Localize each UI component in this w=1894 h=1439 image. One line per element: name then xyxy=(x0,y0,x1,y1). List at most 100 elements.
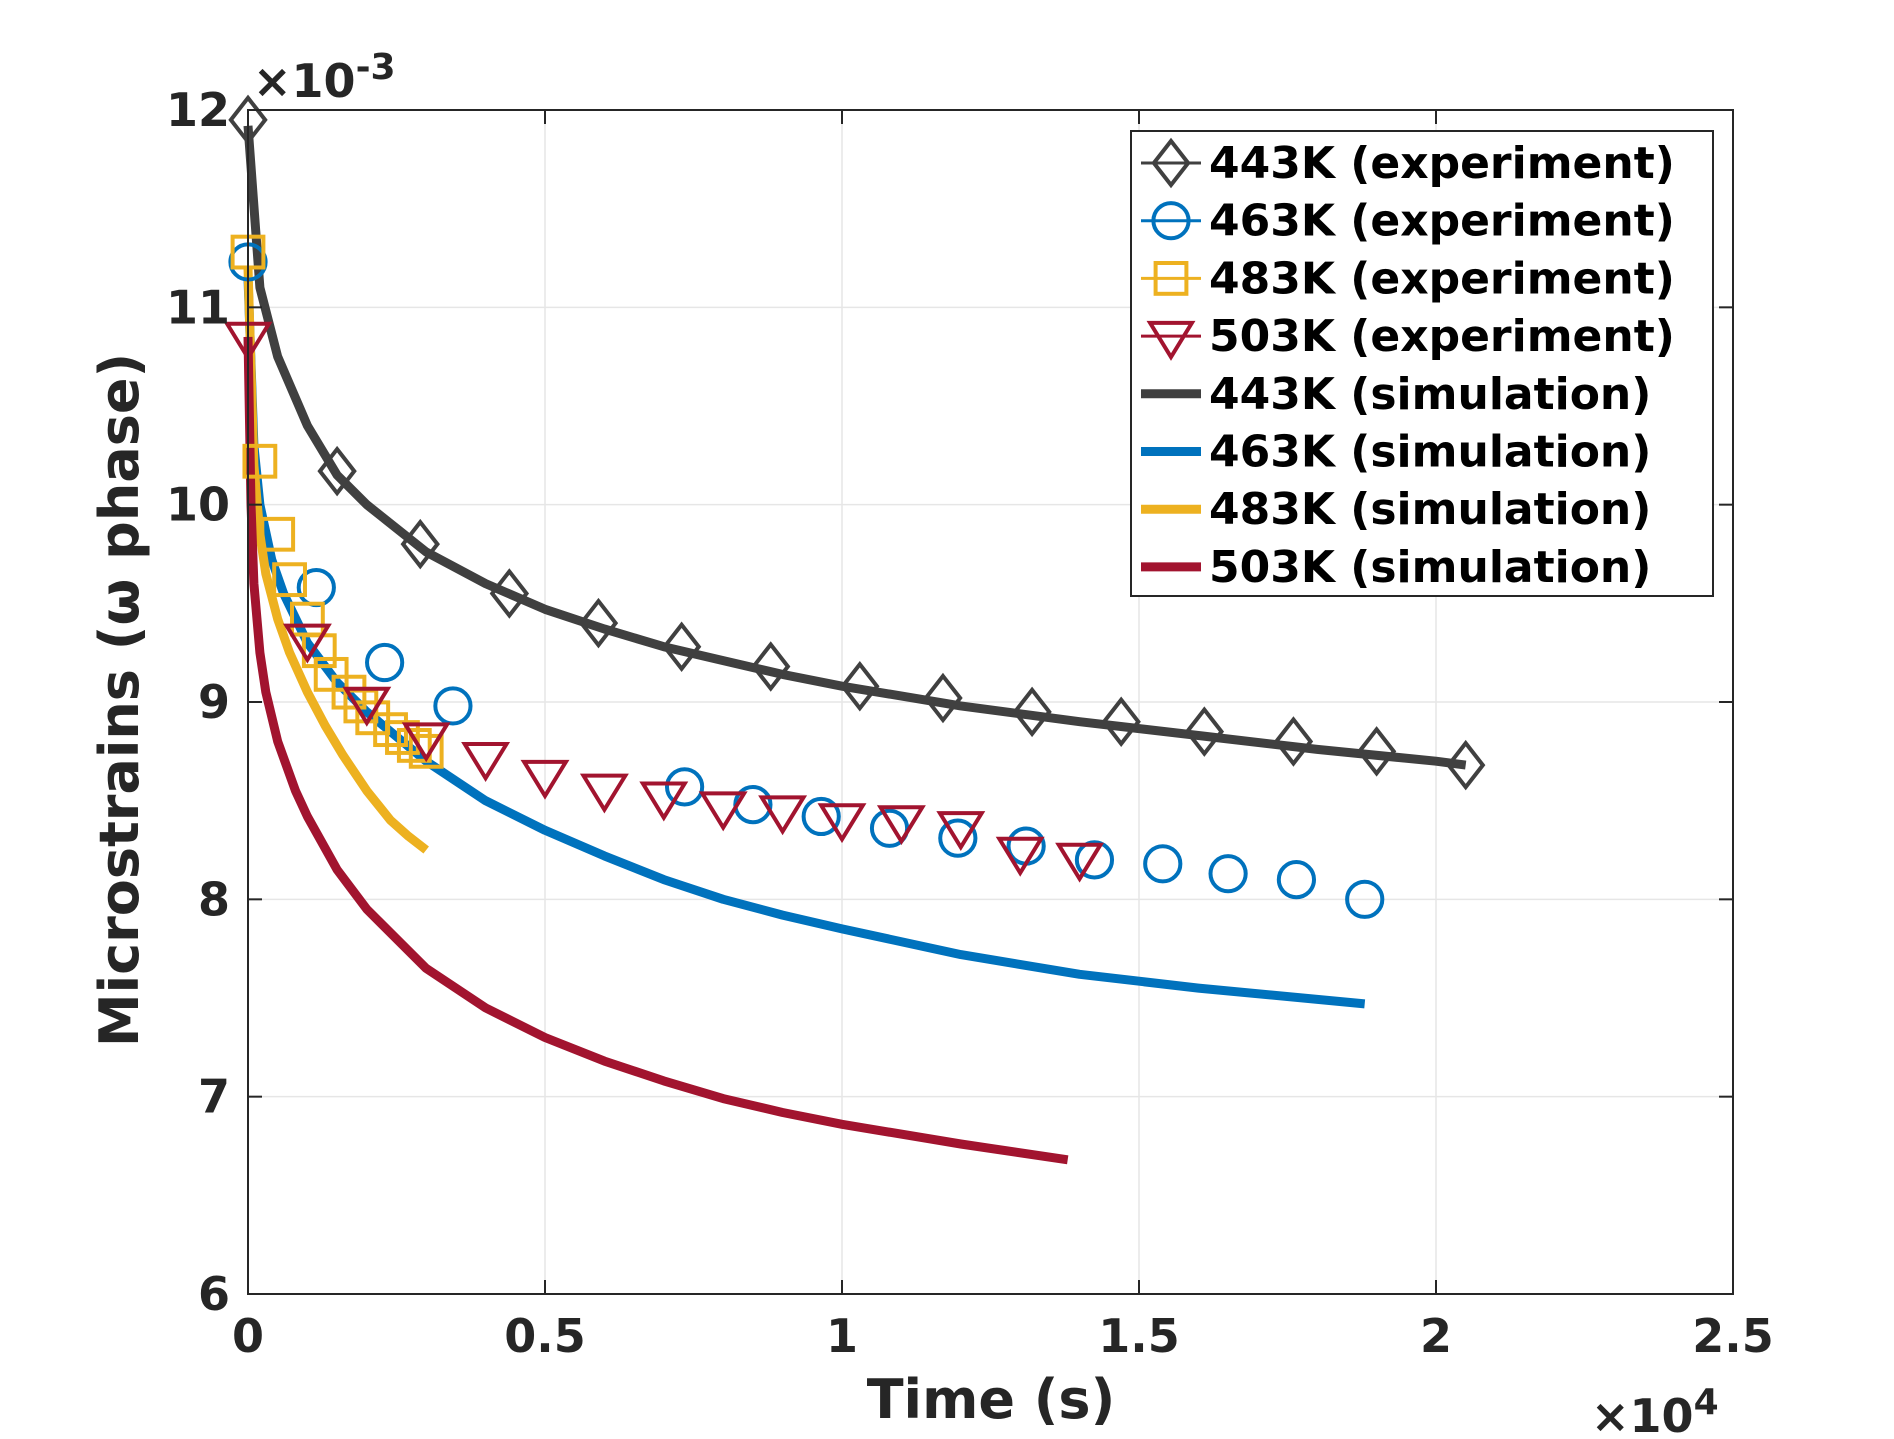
data-point xyxy=(408,733,444,769)
data-point xyxy=(923,672,963,724)
data-point xyxy=(751,641,791,692)
data-point xyxy=(1074,840,1115,880)
legend-swatch-marker xyxy=(1151,201,1191,241)
data-point xyxy=(1101,696,1141,747)
data-point xyxy=(342,686,392,727)
data-point xyxy=(639,781,689,822)
series-443k-experiment- xyxy=(228,94,1486,791)
data-point xyxy=(1055,842,1105,883)
data-point xyxy=(365,642,405,683)
data-point xyxy=(801,796,841,837)
x-tick-label: 0.5 xyxy=(504,1309,586,1363)
data-point xyxy=(579,773,629,814)
x-axis-title: Time (s) xyxy=(867,1368,1116,1431)
data-point xyxy=(1208,854,1248,894)
legend-entry: 503K (simulation) xyxy=(1141,542,1651,593)
y-axis-title: Microstrains (ω phase) xyxy=(88,353,151,1047)
x-exponent-power: 4 xyxy=(1694,1382,1719,1423)
svg-text:×104: ×104 xyxy=(1591,1382,1719,1439)
svg-text:×10-3: ×10-3 xyxy=(253,47,396,108)
legend: 443K (experiment) 463K (experiment) 483K (… xyxy=(1130,130,1714,597)
legend-entry: 463K (simulation) xyxy=(1141,427,1651,478)
data-point xyxy=(282,623,332,664)
legend-swatch-marker xyxy=(1151,137,1191,189)
legend-entry: 483K (simulation) xyxy=(1141,484,1651,535)
data-point xyxy=(1356,726,1397,777)
x-tick-label: 1.5 xyxy=(1098,1309,1180,1363)
data-point xyxy=(1184,706,1225,757)
x-tick-label: 1 xyxy=(826,1309,858,1363)
data-point xyxy=(938,818,978,858)
data-point xyxy=(758,795,808,836)
series-483k-simulation- xyxy=(243,267,429,854)
y-tick-label: 9 xyxy=(198,675,230,729)
legend-entry: 483K (experiment) xyxy=(1141,253,1675,304)
data-point xyxy=(433,686,473,726)
x-tick-label: 2.5 xyxy=(1692,1309,1774,1363)
legend-label: 483K (simulation) xyxy=(1209,484,1651,535)
data-point xyxy=(995,836,1045,877)
data-point xyxy=(461,742,511,782)
y-tick-label: 10 xyxy=(166,478,230,532)
legend-label: 503K (simulation) xyxy=(1209,542,1651,593)
data-point xyxy=(1143,844,1183,884)
data-point xyxy=(317,445,357,497)
legend-box xyxy=(1130,130,1714,597)
data-point xyxy=(396,728,432,763)
legend-swatch-marker xyxy=(1146,320,1196,361)
x-exponent-label: ×104 xyxy=(1591,1382,1719,1439)
legend-label: 483K (experiment) xyxy=(1209,253,1675,304)
x-tick-label: 2 xyxy=(1420,1309,1452,1363)
legend-label: 463K (simulation) xyxy=(1209,427,1651,478)
y-exponent-base: ×10 xyxy=(253,54,356,108)
data-point xyxy=(817,803,867,844)
data-point xyxy=(400,518,440,570)
data-point xyxy=(661,621,702,672)
data-point xyxy=(489,568,530,619)
series-line xyxy=(243,336,1069,1165)
data-point xyxy=(1345,879,1385,919)
data-point xyxy=(272,562,307,598)
series-line xyxy=(243,267,429,854)
legend-entry: 443K (experiment) xyxy=(1141,137,1675,189)
data-point xyxy=(355,700,391,736)
legend-entry: 503K (experiment) xyxy=(1141,311,1675,362)
series-line xyxy=(243,125,1467,770)
y-tick-label: 11 xyxy=(166,280,230,334)
legend-label: 443K (simulation) xyxy=(1209,369,1651,420)
y-exponent-label: ×10-3 xyxy=(253,47,396,108)
legend-entry: 463K (experiment) xyxy=(1141,196,1675,247)
data-point xyxy=(1276,860,1317,900)
data-point xyxy=(313,656,349,692)
x-tick-label: 0 xyxy=(232,1309,264,1363)
legend-swatch-marker xyxy=(1153,261,1189,296)
data-point xyxy=(698,791,748,832)
legend-label: 443K (experiment) xyxy=(1209,138,1675,189)
data-point xyxy=(1273,716,1314,767)
y-exponent-power: -3 xyxy=(356,47,396,88)
y-tick-label: 7 xyxy=(198,1070,230,1124)
y-tick-label: 6 xyxy=(198,1267,230,1321)
axes xyxy=(247,109,1734,1295)
y-tick-label: 8 xyxy=(198,872,230,926)
legend-entry: 443K (simulation) xyxy=(1141,369,1651,420)
y-tick-label: 12 xyxy=(166,83,230,137)
data-point xyxy=(520,759,570,800)
data-point xyxy=(1446,739,1486,791)
data-point xyxy=(578,597,619,649)
legend-label: 503K (experiment) xyxy=(1209,311,1675,362)
data-point xyxy=(260,516,296,552)
plot-area xyxy=(223,94,1486,1165)
tick-labels: 0 0.5 1 1.5 2 2.5 6 7 8 9 10 11 12 xyxy=(166,83,1774,1363)
data-point xyxy=(664,767,705,807)
data-point xyxy=(401,722,451,763)
legend-label: 463K (experiment) xyxy=(1209,196,1675,247)
series-443k-simulation- xyxy=(243,125,1467,770)
series-503k-experiment- xyxy=(223,321,1105,883)
data-point xyxy=(936,811,986,852)
data-point xyxy=(1012,686,1052,738)
series-503k-simulation- xyxy=(243,336,1069,1165)
x-exponent-base: ×10 xyxy=(1591,1389,1694,1439)
data-point xyxy=(840,660,880,712)
